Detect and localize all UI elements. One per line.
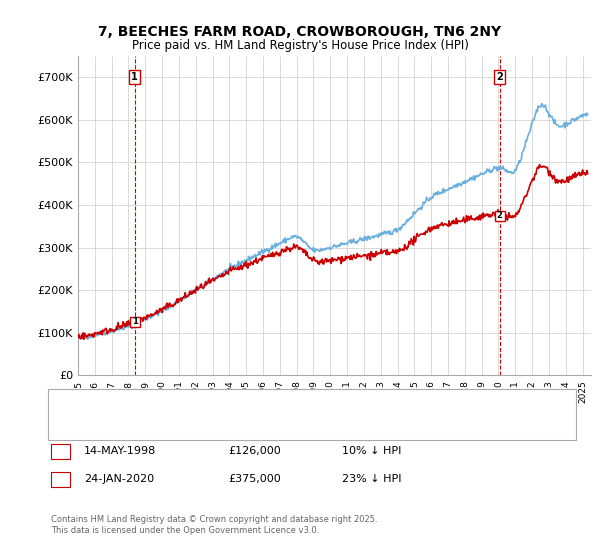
Text: £375,000: £375,000 [228,474,281,484]
Text: Contains HM Land Registry data © Crown copyright and database right 2025.
This d: Contains HM Land Registry data © Crown c… [51,515,377,535]
Text: 1: 1 [57,446,64,456]
Text: 24-JAN-2020: 24-JAN-2020 [84,474,154,484]
Text: 1: 1 [132,317,137,326]
Text: 2: 2 [497,211,503,220]
Text: 7, BEECHES FARM ROAD, CROWBOROUGH, TN6 2NY (detached house): 7, BEECHES FARM ROAD, CROWBOROUGH, TN6 2… [93,398,444,408]
Text: 2: 2 [57,474,64,484]
Text: 23% ↓ HPI: 23% ↓ HPI [342,474,401,484]
Text: 10% ↓ HPI: 10% ↓ HPI [342,446,401,456]
Text: Price paid vs. HM Land Registry's House Price Index (HPI): Price paid vs. HM Land Registry's House … [131,39,469,52]
Text: 2: 2 [496,72,503,82]
Text: 1: 1 [131,72,138,82]
Text: £126,000: £126,000 [228,446,281,456]
Text: 7, BEECHES FARM ROAD, CROWBOROUGH, TN6 2NY: 7, BEECHES FARM ROAD, CROWBOROUGH, TN6 2… [98,25,502,39]
Text: HPI: Average price, detached house, Wealden: HPI: Average price, detached house, Weal… [93,421,320,431]
Text: 14-MAY-1998: 14-MAY-1998 [84,446,156,456]
